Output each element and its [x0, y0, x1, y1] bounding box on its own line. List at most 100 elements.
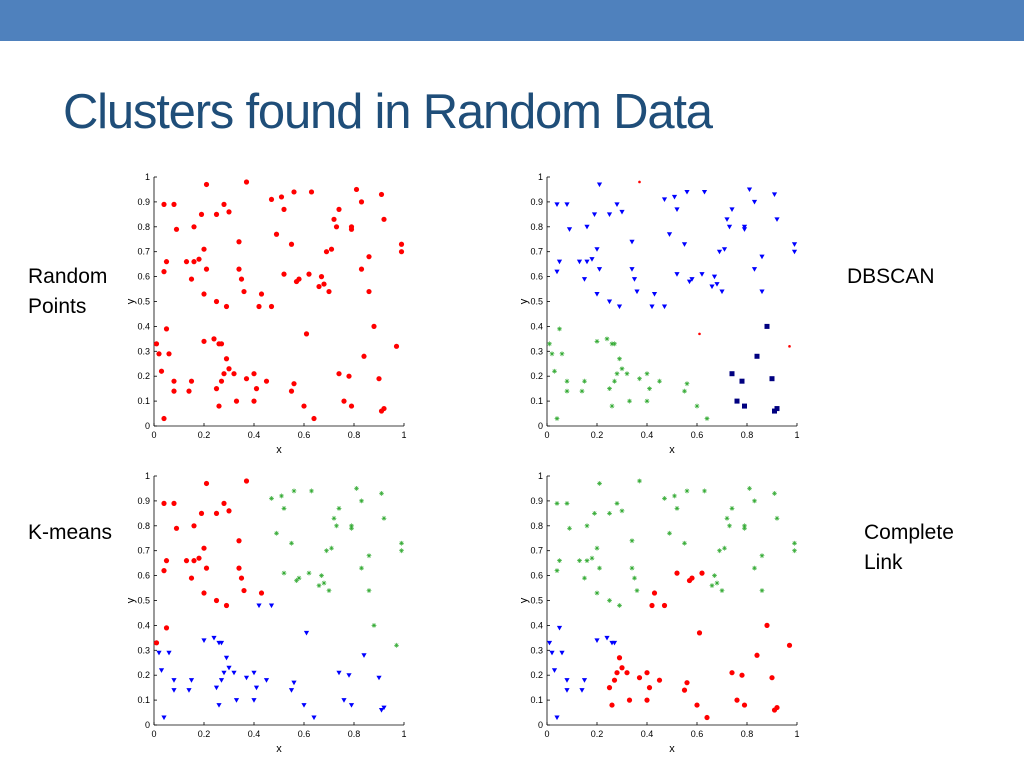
data-point — [741, 224, 748, 230]
data-point — [584, 523, 590, 529]
data-point — [381, 515, 387, 521]
data-point — [173, 525, 180, 531]
data-point — [196, 555, 202, 561]
data-point — [644, 670, 650, 676]
data-point — [316, 583, 322, 588]
data-point — [579, 688, 585, 693]
data-point — [567, 525, 572, 531]
data-point — [759, 289, 765, 295]
data-point — [201, 545, 207, 551]
data-point — [579, 388, 585, 394]
data-point — [318, 274, 325, 280]
data-point — [376, 675, 382, 681]
data-point — [719, 588, 725, 593]
data-point — [213, 211, 220, 217]
data-point — [166, 650, 172, 656]
data-point — [752, 498, 757, 504]
data-point — [734, 697, 740, 703]
data-point — [629, 565, 635, 571]
y-tick-label: 0.8 — [137, 521, 150, 531]
data-point — [662, 496, 667, 501]
data-point — [336, 206, 342, 212]
label-random-points: Random Points — [28, 262, 107, 322]
data-point — [341, 398, 347, 404]
y-tick-label: 1 — [538, 172, 543, 182]
x-tick-label: 0.2 — [591, 430, 604, 440]
data-point — [349, 525, 354, 531]
data-point — [712, 573, 717, 578]
data-point — [153, 640, 160, 646]
data-point — [216, 403, 222, 409]
data-point — [551, 668, 558, 673]
data-point — [233, 698, 240, 703]
y-tick-label: 0.9 — [530, 197, 543, 207]
data-point — [201, 590, 207, 596]
data-point — [727, 523, 732, 529]
data-point — [674, 207, 680, 212]
data-point — [173, 226, 180, 232]
data-point — [614, 202, 620, 207]
data-point — [557, 326, 562, 332]
x-axis-label: x — [276, 444, 282, 456]
data-point — [281, 271, 287, 277]
x-tick-label: 0 — [151, 430, 156, 440]
data-point — [183, 259, 190, 265]
data-point — [716, 249, 723, 255]
data-point — [288, 241, 295, 247]
y-axis-label: y — [125, 298, 137, 304]
y-axis-label: y — [518, 298, 530, 304]
data-point — [714, 282, 720, 287]
data-point — [607, 598, 612, 603]
data-point — [742, 525, 747, 531]
data-point — [346, 673, 352, 678]
data-point — [617, 603, 622, 608]
data-point — [213, 386, 220, 392]
data-point — [201, 338, 207, 344]
data-point — [238, 575, 245, 581]
data-point — [198, 211, 205, 217]
data-point — [657, 378, 662, 384]
data-point — [792, 548, 797, 554]
data-point — [163, 558, 170, 564]
data-point — [632, 575, 637, 581]
data-point — [238, 276, 245, 282]
data-point — [614, 670, 620, 676]
y-tick-label: 0.1 — [137, 396, 150, 406]
data-point — [186, 388, 192, 394]
data-point — [559, 351, 565, 357]
data-point — [269, 496, 274, 501]
data-point — [721, 247, 728, 252]
data-point — [674, 570, 680, 576]
x-tick-label: 1 — [794, 430, 799, 440]
data-point — [709, 583, 715, 588]
data-point — [694, 702, 700, 708]
data-point — [709, 284, 715, 290]
data-point — [328, 246, 335, 252]
data-point — [226, 665, 232, 671]
y-tick-label: 0.2 — [530, 670, 543, 680]
data-point — [609, 403, 615, 409]
y-tick-label: 0.7 — [137, 247, 150, 257]
data-point — [581, 678, 588, 683]
data-point — [186, 688, 192, 693]
data-point — [791, 249, 798, 255]
data-point — [346, 373, 352, 379]
data-point — [726, 224, 733, 230]
x-tick-label: 1 — [794, 729, 799, 739]
data-point — [291, 189, 297, 195]
data-point — [647, 386, 652, 392]
data-point — [594, 545, 600, 551]
y-tick-label: 0.5 — [530, 596, 543, 606]
data-point — [644, 697, 650, 703]
data-point — [233, 398, 240, 404]
data-point — [596, 267, 603, 272]
data-point — [399, 540, 404, 546]
data-point — [684, 488, 690, 494]
data-point — [591, 212, 598, 217]
data-point — [156, 650, 162, 656]
x-tick-label: 0.4 — [248, 729, 261, 739]
data-point — [256, 603, 262, 609]
data-point — [611, 677, 618, 683]
data-point — [371, 323, 377, 329]
